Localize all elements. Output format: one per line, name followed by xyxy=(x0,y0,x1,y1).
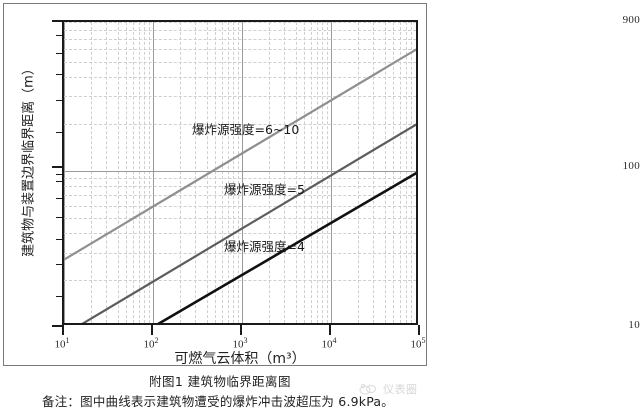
series-line-strength-5 xyxy=(81,123,416,323)
x-axis-title: 可燃气云体积（m³） xyxy=(174,351,306,367)
x-tick-label-1e1-mantissa: 10 xyxy=(54,338,66,351)
y-tick-minor-60 xyxy=(56,239,62,240)
series-annotation-strength-6-10: 爆炸源强度=6~10 xyxy=(192,122,300,137)
x-tick-label-1e3-exponent: 3 xyxy=(243,336,248,345)
series-line-strength-4 xyxy=(157,171,416,323)
x-tick-label-1e5-exponent: 5 xyxy=(421,336,426,345)
gridline-vertical xyxy=(415,22,416,323)
x-tick-1e3 xyxy=(240,325,242,335)
x-tick-label-1e2-exponent: 2 xyxy=(154,336,159,345)
series-annotation-strength-5: 爆炸源强度=5 xyxy=(224,182,305,197)
y-tick-100 xyxy=(52,166,62,168)
x-tick-label-1e2-mantissa: 10 xyxy=(143,338,155,351)
y-tick-minor-80 xyxy=(56,198,62,199)
y-tick-minor-400 xyxy=(56,132,62,133)
x-tick-label-1e1: 101 xyxy=(55,336,70,351)
y-tick-10 xyxy=(52,325,62,327)
x-tick-label-1e4-exponent: 4 xyxy=(332,336,337,345)
x-tick-1e2 xyxy=(151,325,153,335)
y-tick-label-100: 100 xyxy=(622,160,640,172)
curves-layer xyxy=(64,48,416,323)
y-tick-minor-50 xyxy=(56,264,62,265)
x-tick-label-1e4: 104 xyxy=(322,336,337,351)
cloud-icon xyxy=(359,383,376,395)
plot-area xyxy=(62,20,418,325)
y-tick-minor-500 xyxy=(56,100,62,101)
y-tick-minor-40 xyxy=(56,296,62,297)
x-tick-label-1e5-mantissa: 10 xyxy=(410,338,422,351)
y-axis-title: 建筑物与装置边界临界距离（m） xyxy=(21,62,37,257)
series-line-strength-6-10 xyxy=(64,48,416,261)
y-tick-minor-90 xyxy=(56,181,62,182)
y-tick-label-900: 900 xyxy=(622,14,640,26)
watermark: 仪表圈 xyxy=(358,381,418,397)
x-tick-label-1e3: 103 xyxy=(233,336,248,351)
y-tick-minor-70 xyxy=(56,217,62,218)
x-tick-1e5 xyxy=(418,325,420,335)
x-tick-label-1e5: 105 xyxy=(411,336,426,351)
y-tick-minor-600 xyxy=(56,74,62,75)
y-tick-minor-300 xyxy=(56,174,62,175)
figure-caption: 附图1 建筑物临界距离图 xyxy=(149,374,291,389)
x-tick-label-1e2: 102 xyxy=(144,336,159,351)
y-tick-minor-800 xyxy=(56,35,62,36)
series-annotation-strength-4: 爆炸源强度=4 xyxy=(224,239,305,254)
figure-note: 备注：图中曲线表示建筑物遭受的爆炸冲击波超压为 6.9kPa。 xyxy=(42,394,394,409)
x-tick-label-1e1-exponent: 1 xyxy=(65,336,70,345)
x-tick-label-1e3-mantissa: 10 xyxy=(232,338,244,351)
y-tick-minor-700 xyxy=(56,53,62,54)
x-tick-1e4 xyxy=(329,325,331,335)
y-tick-900 xyxy=(52,20,62,22)
x-tick-1e1 xyxy=(62,325,64,335)
x-tick-label-1e4-mantissa: 10 xyxy=(321,338,333,351)
y-tick-label-10: 10 xyxy=(628,319,640,331)
watermark-text: 仪表圈 xyxy=(383,383,418,396)
